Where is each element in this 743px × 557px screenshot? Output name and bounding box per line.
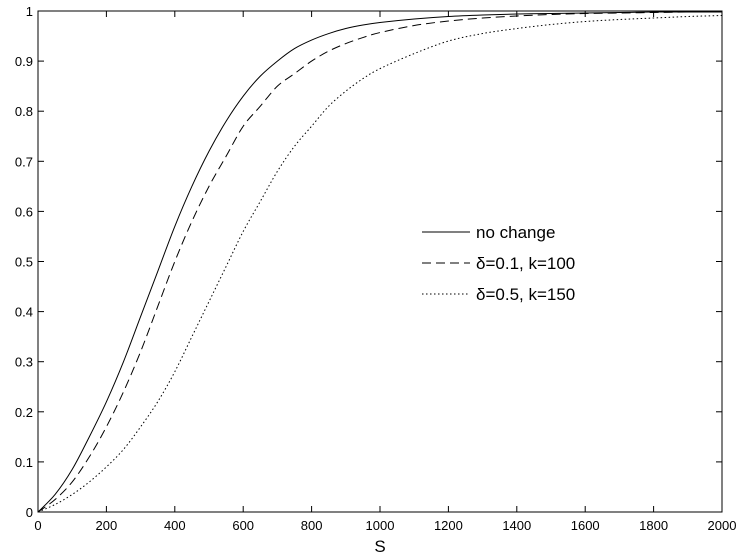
x-tick-label: 400 [164,518,186,533]
series-line-0 [37,11,722,513]
y-tick-label: 0.1 [15,455,33,470]
x-axis-label: S [374,537,385,556]
y-tick-label: 0.9 [15,54,33,69]
x-tick-label: 200 [96,518,118,533]
y-tick-label: 0.8 [15,104,33,119]
legend-label-2: δ=0.5, k=150 [476,285,575,304]
x-tick-label: 1200 [434,518,463,533]
legend: no change δ=0.1, k=100 δ=0.5, k=150 [422,223,575,304]
axis-ticks [37,10,723,513]
series-lines [37,11,723,513]
x-tick-label: 1800 [639,518,668,533]
x-tick-label: 1600 [571,518,600,533]
x-tick-label: 600 [232,518,254,533]
x-tick-label: 800 [301,518,323,533]
legend-label-1: δ=0.1, k=100 [476,254,575,273]
tick-labels: 0 200 400 600 800 1000 1200 1400 1600 1800 2000 0 0.… [15,4,737,533]
x-tick-label: 1400 [502,518,531,533]
x-tick-label: 0 [34,518,41,533]
y-tick-label: 0 [26,505,33,520]
x-tick-label: 2000 [708,518,737,533]
y-tick-label: 0.7 [15,154,33,169]
y-tick-label: 0.4 [15,305,33,320]
y-tick-label: 0.6 [15,204,33,219]
plot-area [37,10,723,513]
y-tick-label: 0.2 [15,405,33,420]
y-tick-label: 0.5 [15,255,33,270]
legend-label-0: no change [476,223,555,242]
y-tick-label: 1 [26,4,33,19]
x-tick-label: 1000 [366,518,395,533]
y-tick-label: 0.3 [15,355,33,370]
